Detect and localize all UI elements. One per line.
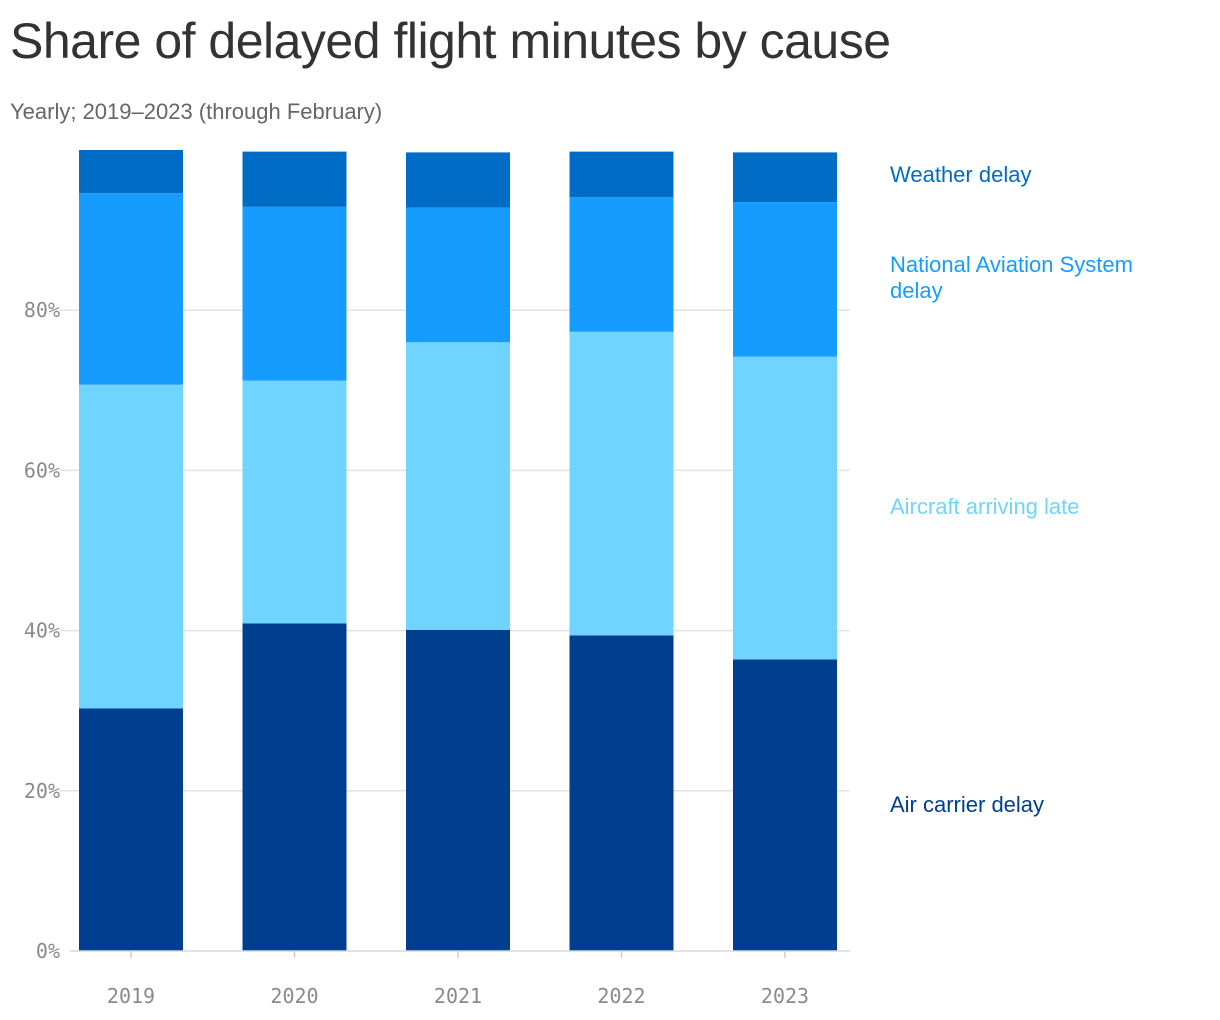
x-tick-label: 2021 (434, 984, 482, 1008)
x-tick-label: 2020 (270, 984, 318, 1008)
legend-label: Weather delay (890, 162, 1031, 187)
bar-segment (242, 380, 347, 624)
x-tick-label: 2019 (107, 984, 155, 1008)
y-tick-label: 20% (24, 779, 60, 803)
bar-segment (406, 152, 510, 208)
bar-segment (242, 623, 347, 951)
bar-segment (406, 342, 510, 630)
axes: 0% 20% 40% 60% 80% 2019 2020 2021 2022 2023 (24, 298, 850, 1008)
y-tick-label: 0% (36, 939, 60, 963)
y-tick-label: 40% (24, 619, 60, 643)
bar-segment (569, 635, 674, 951)
bar-segment (79, 384, 183, 709)
bar-segment (733, 659, 837, 951)
legend-label: Aircraft arriving late (890, 494, 1080, 519)
legend: Air carrier delay Aircraft arriving late N… (890, 162, 1133, 817)
legend-label: Air carrier delay (890, 792, 1044, 817)
y-tick-label: 80% (24, 298, 60, 322)
bar-segment (79, 708, 183, 951)
bar-segment (569, 197, 674, 332)
bar-segment (733, 152, 837, 203)
bars (79, 150, 837, 951)
legend-label: National Aviation System delay (890, 252, 1133, 303)
bar-segment (79, 150, 183, 194)
bar-segment (242, 206, 347, 381)
x-tick-label: 2022 (597, 984, 645, 1008)
x-tick-label: 2023 (761, 984, 809, 1008)
bar-segment (242, 151, 347, 207)
chart-title: Share of delayed flight minutes by cause (10, 13, 891, 69)
bar-segment (406, 629, 510, 951)
bar-segment (733, 202, 837, 357)
chart-subtitle: Yearly; 2019–2023 (through February) (10, 99, 383, 124)
bar-segment (79, 193, 183, 385)
bar-segment (569, 151, 674, 198)
bar-segment (406, 207, 510, 343)
bar-segment (733, 356, 837, 660)
y-tick-label: 60% (24, 458, 60, 482)
bar-segment (569, 331, 674, 636)
